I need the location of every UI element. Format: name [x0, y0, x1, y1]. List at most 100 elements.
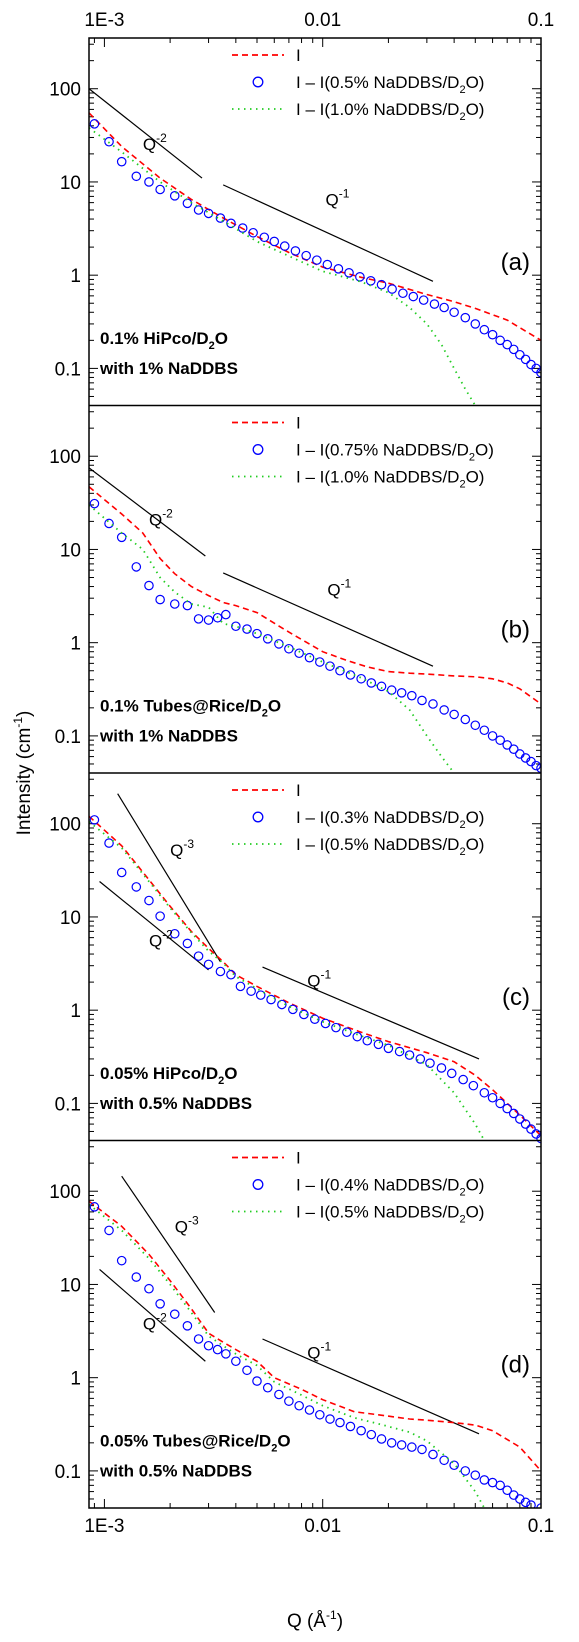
data-point: [429, 299, 440, 309]
data-point: [356, 1425, 366, 1436]
data-point: [104, 518, 114, 529]
legend-label-main: I – I(1.0% NaDDBS/D: [296, 468, 459, 487]
data-point: [104, 136, 114, 147]
slope-label-base: Q: [327, 581, 340, 600]
slope-label-exponent: -1: [321, 1340, 332, 1354]
slope-label-exponent: -1: [321, 967, 332, 981]
data-point: [203, 1340, 214, 1351]
data-point: [116, 156, 127, 167]
data-point: [182, 600, 193, 611]
series-line-dashed: [89, 1200, 541, 1472]
legend-c: I I – I(0.3% NaDDBS/D2O) I – I(0.5% NaDDBS…: [232, 781, 484, 858]
data-point: [449, 709, 459, 720]
legend-label-main: I – I(0.3% NaDDBS/D: [296, 808, 459, 827]
data-point: [502, 339, 512, 350]
y-tick-label: 1: [70, 266, 81, 287]
legend-subscript: 2: [459, 1214, 465, 1226]
slope-label: Q-1: [307, 1340, 331, 1363]
data-point: [242, 1365, 252, 1376]
slope-label-exponent: -1: [341, 577, 352, 591]
y-tick-label: 100: [49, 815, 81, 836]
slope-label-base: Q: [170, 841, 183, 860]
slope-label: Q-2: [143, 131, 167, 154]
slope-label: Q-1: [327, 577, 351, 600]
data-point: [144, 895, 154, 906]
data-point: [526, 1500, 536, 1508]
data-point: [470, 1470, 481, 1480]
sample-label-end: O: [224, 1064, 237, 1083]
legend-subscript: 2: [459, 1187, 465, 1199]
data-point: [508, 1490, 519, 1500]
data-point: [252, 1376, 262, 1386]
legend-label-end: O): [475, 441, 494, 460]
legend-subscript: 2: [459, 819, 465, 831]
legend-label-main: I: [296, 781, 301, 800]
series-line-dotted: [89, 127, 477, 406]
slope-line: [222, 184, 434, 282]
legend-label-end: O): [466, 73, 485, 92]
data-point: [193, 205, 204, 215]
slope-line: [99, 881, 209, 971]
panel-letter: (c): [502, 984, 530, 1011]
y-tick-label: 100: [49, 447, 81, 468]
data-point: [479, 725, 490, 736]
data-point: [446, 1068, 457, 1079]
legend-label: I: [296, 46, 301, 65]
slope-label-base: Q: [326, 190, 339, 209]
data-point: [508, 344, 519, 355]
legend-label-end: O): [466, 100, 485, 119]
sample-label-line2: with 0.5% NaDDBS: [99, 1462, 252, 1481]
data-point: [248, 227, 258, 238]
data-point: [479, 1087, 490, 1098]
data-point: [325, 1414, 335, 1424]
y-tick-label: 100: [49, 80, 81, 101]
data-point: [155, 1299, 165, 1309]
data-point: [315, 657, 325, 667]
data-point: [439, 302, 449, 313]
data-point: [487, 329, 498, 340]
data-point: [288, 1004, 298, 1015]
panel-letter: (d): [501, 1352, 530, 1379]
sample-label-line1: 0.05% HiPco/D2O: [100, 1064, 237, 1087]
legend-label-end: O): [466, 808, 485, 827]
data-point: [398, 288, 408, 299]
data-point: [215, 966, 226, 977]
legend-label-main: I – I(0.5% NaDDBS/D: [296, 835, 459, 854]
slope-label-base: Q: [307, 1344, 320, 1363]
slope-label: Q-1: [307, 967, 331, 990]
data-point: [418, 295, 429, 305]
data-point: [144, 580, 154, 591]
data-point: [104, 1225, 114, 1236]
y-axis-title-close: ): [14, 711, 35, 717]
slope-label-exponent: -1: [339, 186, 350, 200]
legend-label: I: [296, 414, 301, 433]
data-point: [366, 1429, 377, 1440]
legend-label: I – I(0.3% NaDDBS/D2O): [296, 808, 484, 831]
data-point: [312, 255, 322, 265]
data-point: [262, 634, 273, 644]
data-point: [304, 1405, 315, 1415]
legend-label: I – I(1.0% NaDDBS/D2O): [296, 100, 484, 123]
slope-line: [262, 1338, 480, 1435]
data-point: [262, 1382, 273, 1393]
legend-label-main: I: [296, 414, 301, 433]
legend-label-main: I: [296, 1149, 301, 1168]
series-line-dotted: [89, 820, 486, 1141]
slope-label: Q-2: [143, 1310, 167, 1333]
data-point: [495, 335, 505, 346]
slope-label-base: Q: [175, 1218, 188, 1237]
sample-label-end: O: [268, 697, 281, 716]
data-point: [470, 720, 481, 731]
legend-label: I – I(0.5% NaDDBS/D2O): [296, 1203, 484, 1226]
legend-marker: [252, 1179, 264, 1190]
data-point: [277, 999, 287, 1010]
data-point: [460, 1466, 471, 1476]
data-point: [182, 1321, 193, 1331]
legend-marker: [252, 811, 264, 823]
panel-letter: (b): [501, 617, 530, 644]
data-point: [279, 241, 290, 251]
data-point: [352, 1031, 363, 1042]
sample-label-main: 0.1% HiPco/D: [100, 329, 209, 348]
legend-label-end: O): [466, 1176, 485, 1195]
